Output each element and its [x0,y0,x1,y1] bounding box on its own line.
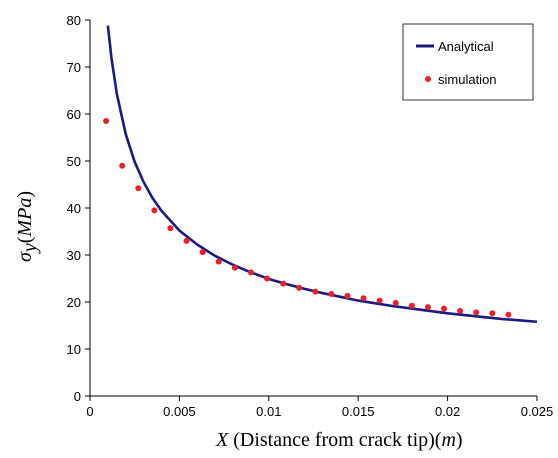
x-axis-title: X (Distance from crack tip)(m) [215,429,463,451]
simulation-point [231,264,238,271]
x-tick-label: 0.015 [342,404,375,419]
y-axis-close: ) [14,191,36,198]
y-tick-label: 0 [74,389,81,404]
simulation-point [344,292,351,299]
simulation-point [199,249,206,256]
x-axis-unit: m [441,429,455,451]
x-tick-label: 0.01 [256,404,281,419]
legend-simulation-label: simulation [438,72,497,87]
simulation-point [119,162,126,169]
simulation-point [457,307,464,314]
simulation-point [296,284,303,291]
simulation-point [264,275,271,282]
y-tick-label: 10 [67,342,81,357]
y-tick-label: 30 [67,248,81,263]
y-axis-unit: MPa [14,198,36,238]
x-axis-variable: X [215,429,229,451]
y-axis-variable: σ [14,251,36,262]
simulation-point [103,118,110,125]
simulation-point [280,280,287,287]
plot-area [103,25,538,324]
y-tick-label: 80 [67,13,81,28]
x-tick-label: 0.025 [521,404,554,419]
x-axis-description: (Distance from crack tip)( [228,429,442,451]
analytical-curve [106,25,538,324]
y-tick-label: 60 [67,107,81,122]
simulation-point [151,207,158,214]
y-axis-title: σy(MPa) [14,191,41,262]
legend-analytical-label: Analytical [438,39,494,54]
simulation-point [183,237,190,244]
simulation-point [247,269,254,276]
simulation-point [328,291,335,298]
legend-simulation-swatch [425,76,431,82]
simulation-point [312,288,319,295]
legend: Analytical simulation [402,23,534,101]
x-tick-label: 0 [86,404,93,419]
simulation-point [408,302,415,309]
x-axis-close: ) [456,429,463,451]
y-tick-label: 70 [67,60,81,75]
x-tick-label: 0.005 [163,404,196,419]
simulation-point [135,185,142,192]
simulation-point [441,305,448,312]
legend-box [402,23,534,101]
axes: 0 10 20 30 40 50 60 70 80 0 0.005 0.01 0.015 0.02 0.02… [67,13,554,419]
y-tick-label: 40 [67,201,81,216]
simulation-point [360,295,367,302]
simulation-point [215,258,222,265]
y-axis-open: ( [14,236,36,243]
x-tick-label: 0.02 [435,404,460,419]
simulation-point [489,310,496,317]
simulation-point [424,304,431,311]
y-tick-label: 50 [67,154,81,169]
simulation-point [392,299,399,306]
simulation-point [473,309,480,316]
simulation-point [376,297,383,304]
simulation-point [167,225,174,232]
simulation-point [505,311,512,318]
y-axis-subscript: y [19,243,41,254]
y-tick-label: 20 [67,295,81,310]
